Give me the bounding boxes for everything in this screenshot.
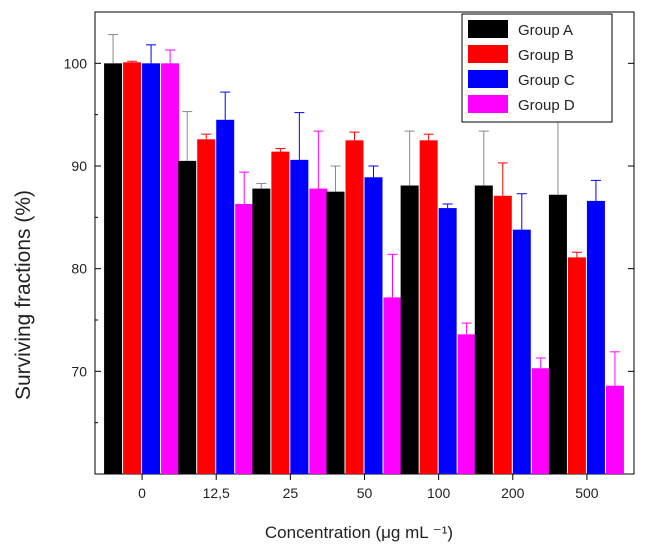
legend-label: Group D	[518, 97, 575, 114]
y-tick-label: 100	[64, 55, 88, 71]
legend-swatch	[468, 45, 508, 63]
bar	[438, 208, 457, 475]
legend-label: Group B	[518, 47, 574, 64]
bar	[586, 200, 605, 474]
plot-area: 70 80 90 100 0 12,5 25 50 100 200 500 Group A Group …	[64, 11, 635, 501]
bar	[290, 159, 309, 474]
bar	[457, 334, 476, 474]
bar	[567, 257, 586, 474]
bar	[271, 151, 290, 475]
bar	[512, 229, 531, 474]
legend-swatch	[468, 20, 508, 38]
bar	[197, 139, 216, 474]
y-tick-label: 80	[71, 261, 87, 277]
x-tick-label: 12,5	[203, 485, 230, 501]
bar	[161, 63, 180, 474]
bar	[419, 140, 438, 475]
bar	[216, 119, 235, 475]
x-tick-label: 200	[501, 485, 525, 501]
bar	[400, 185, 419, 475]
bar	[364, 177, 383, 474]
x-tick-label: 0	[138, 485, 146, 501]
bar	[178, 160, 197, 474]
legend-swatch	[468, 95, 508, 113]
x-axis-label: Concentration (μg mL ⁻¹)	[265, 523, 453, 542]
bar	[309, 188, 328, 474]
x-tick-label: 50	[357, 485, 373, 501]
bar	[142, 63, 161, 474]
y-tick-label: 70	[71, 363, 87, 379]
legend-label: Group A	[518, 22, 573, 39]
y-axis-label: Surviving fractions (%)	[12, 190, 35, 400]
x-tick-label: 100	[427, 485, 451, 501]
bar	[493, 195, 512, 475]
legend-label: Group C	[518, 72, 575, 89]
bar	[123, 62, 142, 474]
x-tick-label: 500	[575, 485, 599, 501]
legend-swatch	[468, 70, 508, 88]
bar	[474, 185, 493, 475]
bar	[252, 188, 271, 474]
bar	[605, 385, 624, 474]
bar	[326, 191, 345, 474]
bar	[345, 140, 364, 475]
bar	[104, 63, 123, 474]
x-tick-label: 25	[283, 485, 299, 501]
y-tick-label: 90	[71, 158, 87, 174]
bar	[548, 194, 567, 474]
bar	[235, 203, 254, 474]
bar	[383, 297, 402, 474]
bar	[531, 368, 550, 474]
